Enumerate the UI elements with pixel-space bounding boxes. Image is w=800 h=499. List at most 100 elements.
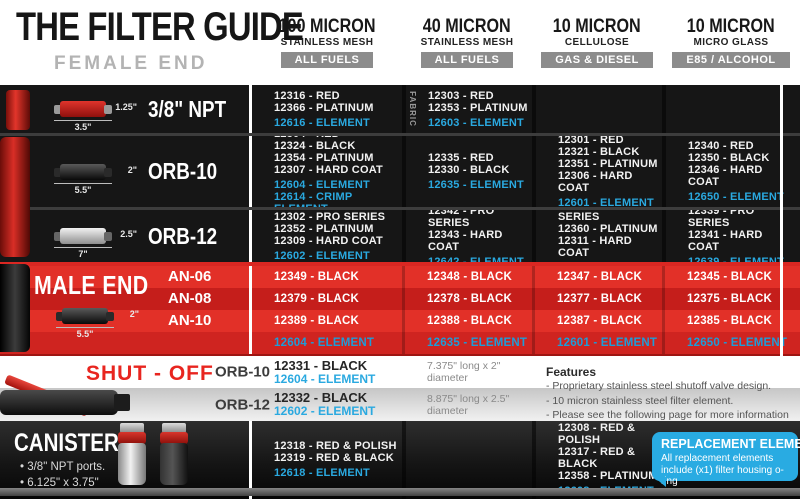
media-label: STAINLESS MESH [420,37,514,48]
callout-body: All replacement elements include (x1) fi… [661,453,784,487]
parts-cell: 12339 - PRO SERIES 12341 - HARD COAT 12639… [662,210,800,262]
part-number: 12330 - BLACK [428,164,510,176]
row-male-elements: 12604 - ELEMENT 12635 - ELEMENT 12601 - … [0,332,800,354]
black-canister-photo [158,423,190,489]
shutoff-valve-photo [0,374,140,422]
canister-title: CANISTER [14,429,119,457]
feature-item: - Proprietary stainless steel shutoff va… [546,380,772,392]
part-number: 12366 - PLATINUM [274,101,374,114]
part-number: 12304 - RED [274,136,398,140]
part-number: 12378 - BLACK [402,288,532,310]
parts-cell [402,421,532,499]
element-number: 12650 - ELEMENT [662,332,800,354]
parts-cell: 12316 - RED 12366 - PLATINUM 12616 - ELEME… [252,85,402,133]
row-label-cell: AN-08 [0,288,252,310]
feature-item: - Please see the following page for more… [546,409,789,421]
media-label: MICRO GLASS [693,37,769,48]
parts-cell: 12342 - PRO SERIES 12343 - HARD COAT 12642… [402,210,532,262]
row-title: AN-10 [168,312,212,329]
column-header-100-micron: 100 MICRON STAINLESS MESH ALL FUELS [252,0,402,85]
black-fitting-photo [0,264,30,352]
element-number: 12604 - ELEMENT [274,337,375,349]
micron-label: 100 MICRON [278,16,376,37]
features-block: Features - Proprietary stainless steel s… [546,365,794,423]
row-title: ORB-10 [214,363,270,381]
part-number: 12385 - BLACK [662,310,800,332]
row-orb10: 2" 5.5" ORB-10 12304 - RED12324 - BLACK1… [0,133,800,207]
red-filter-photo [0,137,30,257]
part-number: 12332 - BLACK [274,390,368,405]
spec-bullet: • 6.125" x 3.75" [20,477,99,489]
row-title: ORB-10 [148,158,218,184]
element-number: 12601 - ELEMENT [558,197,654,207]
chrome-canister-photo [116,423,148,489]
row-label-cell: 2" 5.5" ORB-10 [0,136,252,207]
part-number: 12302 - PRO SERIES [274,210,386,223]
shutoff-section: ORB-10 12331 - BLACK 12604 - ELEMENT 7.3… [0,356,800,421]
diameter-dim: 2" [127,164,137,175]
element-number: 12604 - ELEMENT [274,179,370,191]
column-header-10-micron-cellulose: 10 MICRON CELLULOSE GAS & DIESEL [532,0,662,85]
element-number: 12610 - ELEMENT [558,262,658,263]
female-end-label: FEMALE END [54,53,208,74]
shutoff-title: SHUT - OFF [86,362,214,385]
media-label: CELLULOSE [564,37,630,48]
column-header-10-micron-micro-glass: 10 MICRON MICRO GLASS E85 / ALCOHOL [662,0,800,85]
fabric-vertical-label: FABRIC [408,91,417,127]
part-number: 12377 - BLACK [532,288,662,310]
row-shutoff-orb12: ORB-12 12332 - BLACK 12602 - ELEMENT 8.8… [0,388,800,421]
part-number: 12360 - PLATINUM [558,222,658,235]
row-title: AN-06 [168,268,212,285]
element-number: 12602 - ELEMENT [274,249,370,262]
filter-icon [54,163,112,180]
row-shutoff-orb10: ORB-10 12331 - BLACK 12604 - ELEMENT 7.3… [0,356,800,388]
element-number: 12614 - CRIMP ELEMENT [274,191,353,207]
canister-specs: • 3/8" NPT ports. • 6.125" x 3.75" [20,459,105,491]
element-number: 12635 - ELEMENT [428,179,524,191]
row-an08: AN-08 12379 - BLACK 12378 - BLACK 12377 … [0,288,800,310]
male-top-band [0,262,800,266]
length-dim: 5.5" [54,182,112,195]
female-end-section: 1.25" 3.5" 3/8" NPT 12316 - RED 12366 - P… [0,85,800,262]
row-label-cell: AN-10 [0,310,252,332]
title-block: THE FILTER GUIDE FEMALE END [0,0,304,85]
part-number: 12358 - PLATINUM [558,470,658,482]
part-number: 12387 - BLACK [532,310,662,332]
parts-cell: 12335 - RED 12330 - BLACK 12635 - ELEMENT [402,136,532,207]
fuel-badge: GAS & DIESEL [541,52,653,68]
row-title: ORB-12 [148,222,218,249]
filter-diagram: 1.25" 3.5" [54,101,137,132]
row-label-cell: CANISTER • 3/8" NPT ports. • 6.125" x 3.… [0,421,252,499]
parts-cell: FABRIC 12303 - RED 12353 - PLATINUM 12603 -… [402,85,532,133]
part-number: 12316 - RED [274,89,340,102]
header: THE FILTER GUIDE FEMALE END 100 MICRON S… [0,0,800,85]
row-label-cell: ORB-10 [0,356,270,388]
part-number: 12309 - HARD COAT [274,234,383,247]
part-number: 12340 - RED [688,140,754,152]
row-label-cell [0,332,252,354]
table-right-border [780,262,783,356]
element-number: 12618 - ELEMENT [274,467,370,479]
part-number: 12341 - HARD COAT [688,228,763,253]
male-end-section: AN-06 12349 - BLACK 12348 - BLACK 12347 … [0,262,800,356]
valve-end [114,394,130,411]
part-number: 12324 - BLACK [274,140,356,152]
row-an10: AN-10 12389 - BLACK 12388 - BLACK 12387 … [0,310,800,332]
diameter-dim: 2.5" [120,229,137,239]
filter-diagram: 2" 5.5" [54,163,137,195]
length-dim: 7" [54,247,112,259]
parts-cell [662,85,800,133]
parts-cell: 12332 - BLACK 12602 - ELEMENT [252,388,402,421]
element-number: 12603 - ELEMENT [428,116,524,129]
row-npt: 1.25" 3.5" 3/8" NPT 12316 - RED 12366 - P… [0,85,800,133]
micron-label: 10 MICRON [553,16,641,37]
column-header-40-micron: 40 MICRON STAINLESS MESH ALL FUELS [402,0,532,85]
parts-cell: 12318 - RED & POLISH 12319 - RED & BLACK 1… [252,421,402,499]
row-label-cell: 1.25" 3.5" 3/8" NPT [0,85,252,133]
part-number: 12318 - RED & POLISH [274,440,397,452]
part-number: 12319 - RED & BLACK [274,452,394,464]
